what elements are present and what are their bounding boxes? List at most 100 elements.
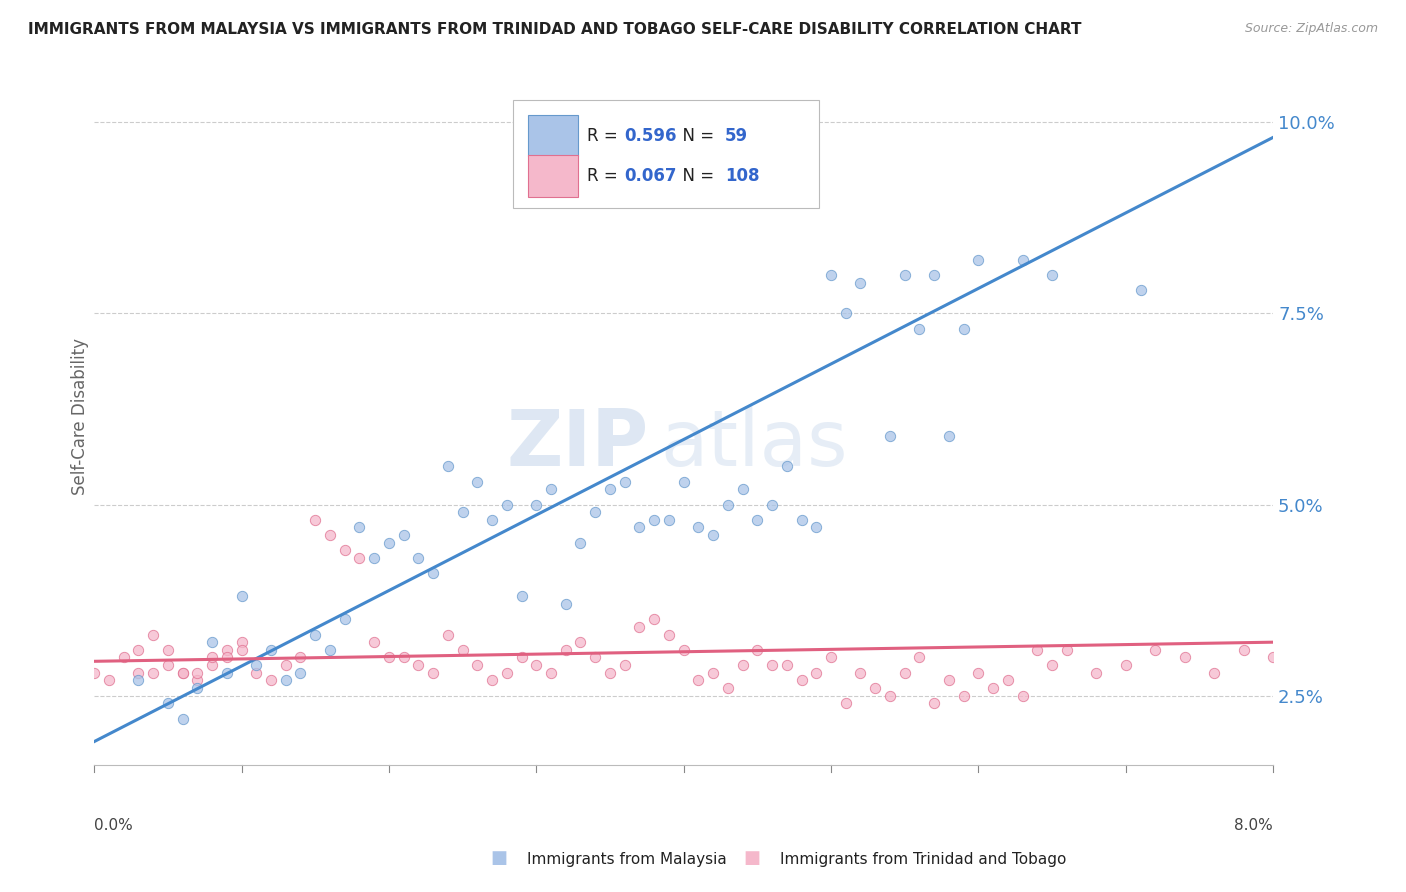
- Point: [201, 635, 224, 649]
- Point: [922, 697, 945, 711]
- Point: [495, 498, 517, 512]
- Point: [378, 650, 401, 665]
- Point: [319, 643, 342, 657]
- Point: [304, 627, 326, 641]
- Point: [245, 665, 267, 680]
- Point: [672, 475, 695, 489]
- Point: [776, 459, 799, 474]
- Point: [628, 520, 651, 534]
- Point: [274, 658, 297, 673]
- Point: [952, 689, 974, 703]
- Text: IMMIGRANTS FROM MALAYSIA VS IMMIGRANTS FROM TRINIDAD AND TOBAGO SELF-CARE DISABI: IMMIGRANTS FROM MALAYSIA VS IMMIGRANTS F…: [28, 22, 1081, 37]
- Point: [731, 658, 754, 673]
- Point: [392, 528, 415, 542]
- Point: [274, 673, 297, 688]
- Point: [186, 673, 208, 688]
- Point: [245, 658, 267, 673]
- Point: [731, 482, 754, 496]
- Point: [231, 643, 253, 657]
- Point: [1011, 689, 1033, 703]
- Text: R =: R =: [586, 127, 623, 145]
- Point: [349, 520, 371, 534]
- Point: [290, 665, 312, 680]
- Point: [304, 513, 326, 527]
- Point: [688, 673, 710, 688]
- Point: [761, 658, 783, 673]
- Text: N =: N =: [672, 127, 720, 145]
- Point: [806, 520, 828, 534]
- Text: N =: N =: [672, 167, 720, 185]
- Point: [231, 635, 253, 649]
- Point: [1056, 643, 1078, 657]
- Point: [495, 665, 517, 680]
- Point: [333, 612, 356, 626]
- Text: ■: ■: [744, 849, 761, 867]
- Point: [908, 321, 931, 335]
- Point: [260, 643, 283, 657]
- Point: [1040, 268, 1063, 282]
- Point: [231, 589, 253, 603]
- Point: [186, 665, 208, 680]
- Point: [908, 650, 931, 665]
- Point: [747, 643, 769, 657]
- Point: [465, 658, 488, 673]
- Point: [628, 620, 651, 634]
- Point: [1174, 650, 1197, 665]
- Point: [363, 551, 385, 566]
- Point: [201, 658, 224, 673]
- Point: [540, 482, 562, 496]
- Point: [569, 535, 592, 549]
- Point: [583, 650, 606, 665]
- Text: ZIP: ZIP: [506, 407, 648, 483]
- Point: [127, 643, 149, 657]
- Text: ■: ■: [491, 849, 508, 867]
- Text: 0.596: 0.596: [624, 127, 678, 145]
- Text: R =: R =: [586, 167, 623, 185]
- Point: [451, 643, 474, 657]
- Point: [967, 252, 990, 267]
- Point: [215, 650, 238, 665]
- Point: [1263, 650, 1285, 665]
- Point: [127, 665, 149, 680]
- Point: [761, 498, 783, 512]
- Point: [997, 673, 1019, 688]
- Text: Immigrants from Trinidad and Tobago: Immigrants from Trinidad and Tobago: [780, 852, 1067, 867]
- Point: [849, 665, 872, 680]
- Text: 59: 59: [725, 127, 748, 145]
- Text: atlas: atlas: [659, 407, 848, 483]
- Point: [863, 681, 886, 695]
- Point: [1379, 650, 1402, 665]
- Point: [437, 627, 460, 641]
- Point: [849, 276, 872, 290]
- FancyBboxPatch shape: [529, 155, 578, 196]
- Point: [142, 665, 165, 680]
- Point: [540, 665, 562, 680]
- Point: [952, 321, 974, 335]
- Point: [363, 635, 385, 649]
- Point: [835, 306, 858, 320]
- Point: [967, 665, 990, 680]
- Point: [290, 650, 312, 665]
- Point: [1204, 665, 1226, 680]
- Point: [156, 643, 179, 657]
- Point: [583, 505, 606, 519]
- Point: [437, 459, 460, 474]
- Point: [717, 498, 740, 512]
- Point: [524, 658, 547, 673]
- Point: [172, 665, 194, 680]
- Point: [156, 658, 179, 673]
- Text: 108: 108: [725, 167, 759, 185]
- Point: [378, 535, 401, 549]
- Point: [451, 505, 474, 519]
- Point: [83, 665, 105, 680]
- Point: [408, 551, 430, 566]
- Y-axis label: Self-Care Disability: Self-Care Disability: [72, 338, 89, 495]
- Point: [938, 428, 960, 442]
- Point: [790, 513, 813, 527]
- Point: [172, 712, 194, 726]
- Text: Source: ZipAtlas.com: Source: ZipAtlas.com: [1244, 22, 1378, 36]
- Point: [1011, 252, 1033, 267]
- Point: [688, 520, 710, 534]
- Point: [776, 658, 799, 673]
- Point: [201, 650, 224, 665]
